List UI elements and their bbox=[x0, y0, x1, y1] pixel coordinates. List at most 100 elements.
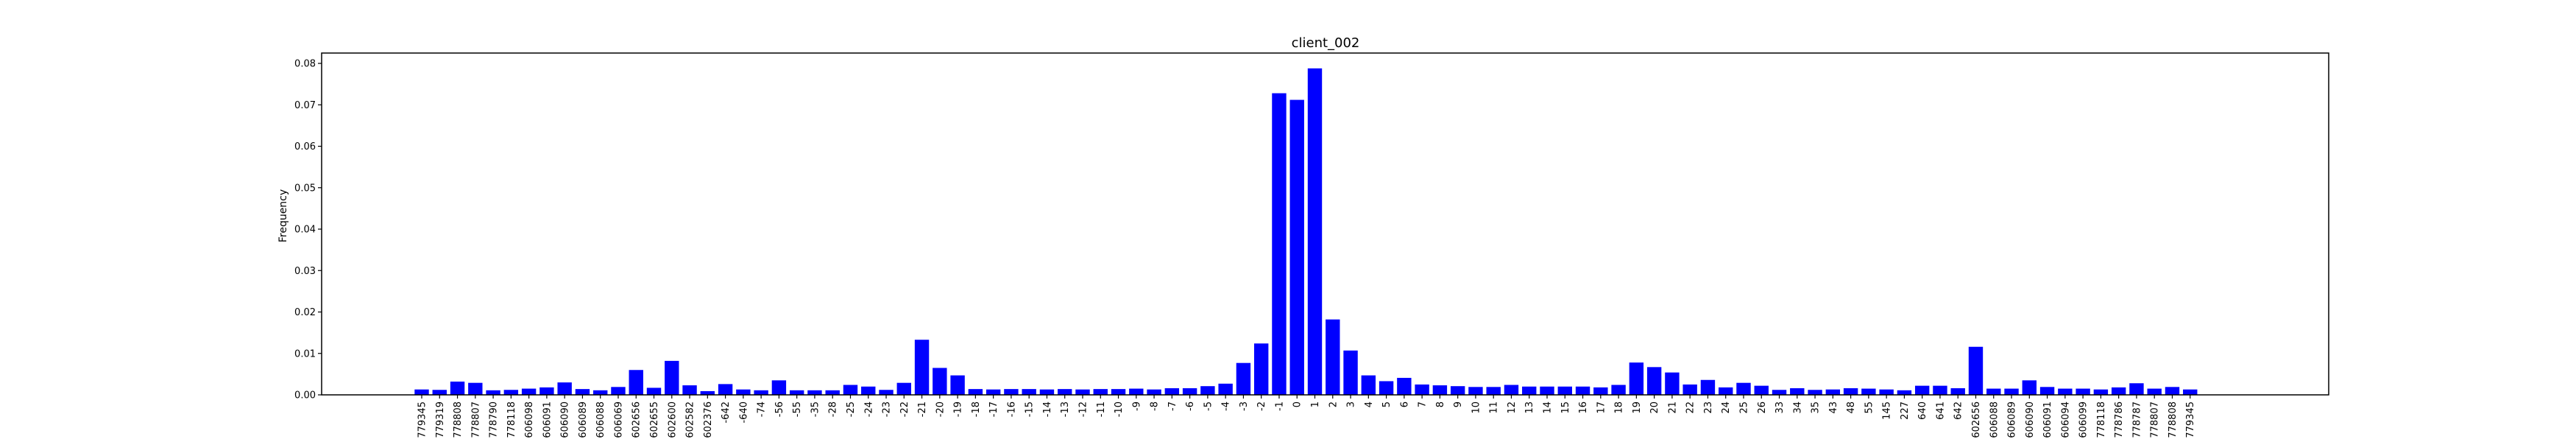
x-tick-label: -2 bbox=[1256, 401, 1267, 411]
bar bbox=[646, 387, 662, 395]
x-tick-label: 6 bbox=[1399, 401, 1410, 407]
x-tick-label: 778118 bbox=[506, 401, 517, 438]
x-tick-label: 778786 bbox=[2114, 401, 2125, 438]
x-tick-label: 779319 bbox=[435, 401, 446, 438]
x-tick-label: 778787 bbox=[2131, 401, 2142, 438]
x-tick-label: 602376 bbox=[703, 401, 714, 438]
x-tick-label: -15 bbox=[1025, 401, 1036, 417]
y-axis-label: Frequency bbox=[277, 189, 289, 242]
x-tick-label: 17 bbox=[1596, 401, 1607, 414]
x-tick-label: 778808 bbox=[453, 401, 464, 438]
bar bbox=[1754, 385, 1769, 395]
x-tick-label: -640 bbox=[738, 401, 749, 424]
x-tick-label: 25 bbox=[1738, 401, 1749, 414]
bar bbox=[1933, 385, 1947, 395]
bar bbox=[1950, 388, 1965, 395]
x-tick-label: 21 bbox=[1667, 401, 1678, 414]
x-tick-label: 18 bbox=[1614, 401, 1625, 414]
bar bbox=[1629, 362, 1644, 395]
bar bbox=[486, 390, 500, 395]
y-tick-label: 0.03 bbox=[294, 266, 316, 277]
bar bbox=[1450, 386, 1465, 395]
bar bbox=[1326, 319, 1340, 395]
bar bbox=[1253, 343, 1269, 395]
bar bbox=[1968, 346, 1984, 395]
x-tick-label: -16 bbox=[1006, 401, 1017, 417]
x-tick-label: 15 bbox=[1560, 401, 1571, 414]
x-tick-label: 10 bbox=[1471, 401, 1482, 414]
bar bbox=[2129, 383, 2144, 395]
bar bbox=[593, 390, 608, 395]
x-tick-label: 20 bbox=[1649, 401, 1660, 414]
x-tick-label: 606091 bbox=[542, 401, 553, 438]
bar bbox=[807, 390, 822, 395]
bar bbox=[539, 387, 554, 395]
bar bbox=[861, 386, 876, 395]
x-tick-label: 606094 bbox=[2060, 401, 2071, 438]
bar bbox=[1200, 386, 1215, 395]
bar bbox=[521, 388, 537, 395]
bar bbox=[1540, 386, 1554, 395]
bar bbox=[718, 384, 733, 395]
x-tick-label: 606089 bbox=[578, 401, 589, 438]
bar bbox=[1879, 389, 1894, 395]
bar bbox=[1611, 385, 1626, 395]
bar bbox=[629, 370, 643, 395]
bar bbox=[2093, 389, 2109, 395]
bars-group bbox=[414, 68, 2198, 396]
bar bbox=[879, 390, 894, 395]
x-tick-label: 606069 bbox=[613, 401, 624, 438]
x-tick-label: 43 bbox=[1828, 401, 1839, 414]
x-tick-label: 778118 bbox=[2096, 401, 2107, 438]
x-tick-label: -23 bbox=[882, 401, 893, 417]
bar bbox=[682, 385, 697, 395]
x-tick-label: 19 bbox=[1632, 401, 1643, 414]
bar bbox=[789, 390, 804, 395]
x-tick-label: 16 bbox=[1578, 401, 1589, 414]
y-tick-label: 0.02 bbox=[294, 307, 316, 318]
bar bbox=[2165, 387, 2180, 395]
bar bbox=[1719, 387, 1733, 395]
x-tick-label: 602582 bbox=[685, 401, 696, 438]
x-tick-label: -12 bbox=[1078, 401, 1089, 417]
x-tick-label: 5 bbox=[1381, 401, 1393, 407]
bar bbox=[1843, 388, 1858, 395]
x-tick-label: -20 bbox=[935, 401, 946, 417]
bar bbox=[1164, 388, 1180, 395]
bar bbox=[1147, 389, 1161, 395]
x-tick-label: -14 bbox=[1042, 401, 1053, 417]
x-tick-label: -8 bbox=[1150, 401, 1161, 411]
x-tick-label: 1 bbox=[1310, 401, 1321, 407]
bar bbox=[825, 390, 840, 395]
x-tick-label: -5 bbox=[1203, 401, 1214, 411]
x-tick-label: -9 bbox=[1131, 401, 1142, 411]
bar bbox=[1914, 385, 1930, 395]
x-tick-label: 26 bbox=[1757, 401, 1768, 414]
x-tick-label: -11 bbox=[1096, 401, 1107, 417]
bar bbox=[1557, 386, 1572, 395]
bar bbox=[450, 382, 465, 395]
x-tick-label: 0 bbox=[1292, 401, 1303, 407]
x-tick-label: -17 bbox=[988, 401, 999, 417]
chart-title: client_002 bbox=[1292, 35, 1360, 51]
bar bbox=[754, 390, 768, 395]
x-tick-label: -22 bbox=[899, 401, 910, 417]
x-tick-label: 640 bbox=[1917, 401, 1928, 420]
x-tick-label: 2 bbox=[1328, 401, 1339, 407]
bar bbox=[1039, 389, 1055, 395]
x-tick-label: 33 bbox=[1774, 401, 1786, 414]
x-tick-label: -4 bbox=[1221, 401, 1232, 411]
bar bbox=[2039, 387, 2055, 395]
x-tick-label: -10 bbox=[1114, 401, 1125, 417]
x-tick-label: 606088 bbox=[1989, 401, 2000, 438]
bar bbox=[1289, 99, 1304, 396]
bar bbox=[1432, 385, 1448, 395]
x-tick-label: -21 bbox=[917, 401, 928, 417]
x-tick-label: 779345 bbox=[2185, 401, 2196, 438]
x-tick-label: 606098 bbox=[524, 401, 535, 438]
x-tick-label: 48 bbox=[1846, 401, 1857, 414]
bar bbox=[986, 389, 1001, 395]
bar bbox=[557, 382, 572, 395]
x-tick-label: 227 bbox=[1900, 401, 1911, 420]
